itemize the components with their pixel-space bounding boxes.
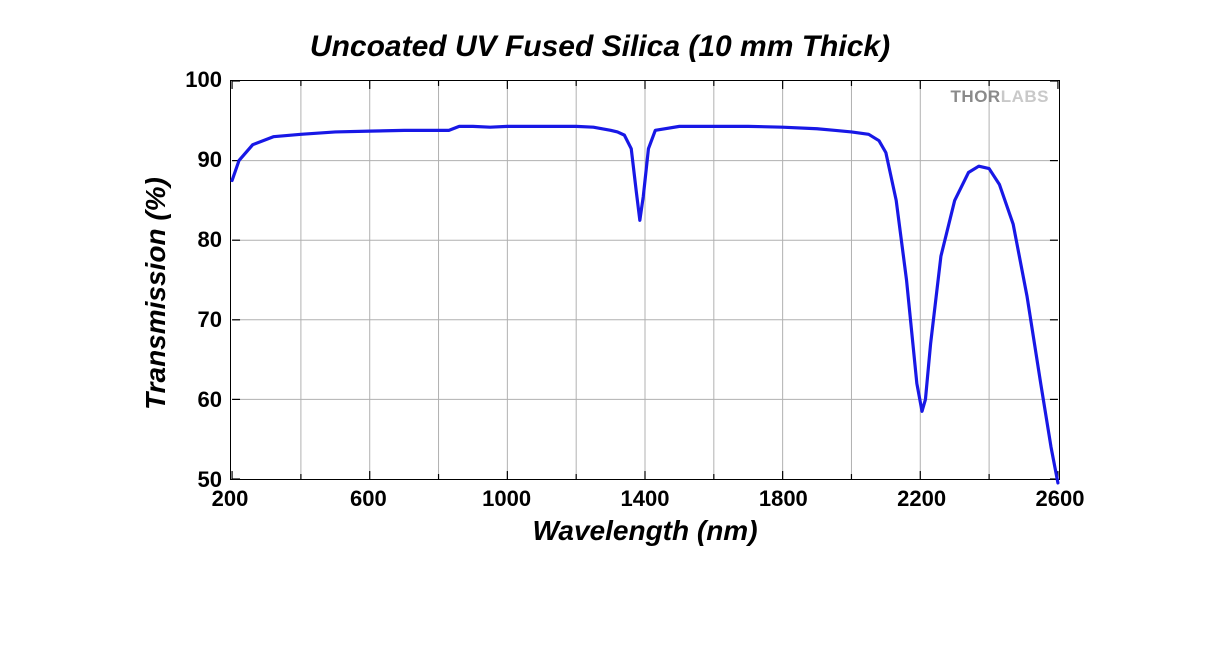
y-tick-label: 80: [198, 227, 222, 253]
x-tick-label: 2600: [1036, 486, 1085, 512]
x-tick-label: 1000: [482, 486, 531, 512]
x-tick-label: 1400: [621, 486, 670, 512]
y-tick-label: 50: [198, 467, 222, 493]
x-tick-label: 600: [350, 486, 387, 512]
x-tick-label: 2200: [897, 486, 946, 512]
watermark-suffix: LABS: [1001, 87, 1049, 106]
watermark-prefix: THOR: [951, 87, 1001, 106]
chart-title: Uncoated UV Fused Silica (10 mm Thick): [120, 30, 1080, 64]
x-tick-label: 1800: [759, 486, 808, 512]
chart-container: Uncoated UV Fused Silica (10 mm Thick) T…: [120, 30, 1080, 570]
y-tick-label: 90: [198, 147, 222, 173]
y-tick-label: 70: [198, 307, 222, 333]
x-axis-label: Wavelength (nm): [230, 515, 1060, 547]
watermark: THORLABS: [951, 87, 1049, 107]
y-axis-label: Transmission (%): [140, 177, 172, 410]
y-tick-label: 100: [185, 67, 222, 93]
plot-area: THORLABS: [230, 80, 1060, 480]
y-tick-label: 60: [198, 387, 222, 413]
plot-svg: [231, 81, 1059, 479]
